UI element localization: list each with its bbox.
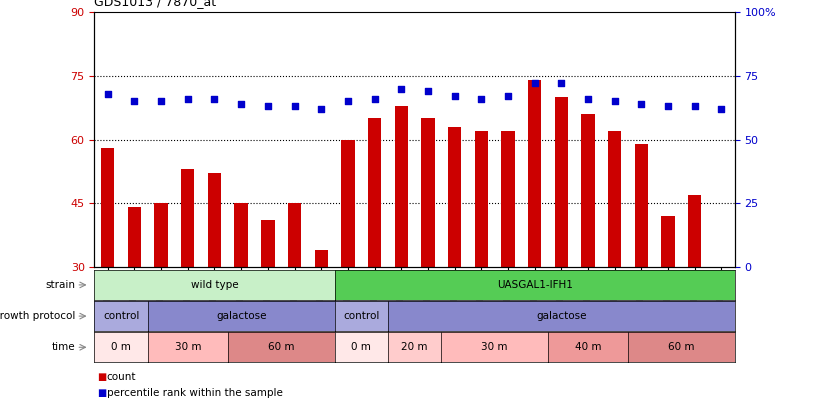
Point — [314, 106, 328, 112]
Text: control: control — [103, 311, 140, 321]
Bar — [342, 140, 355, 267]
Text: wild type: wild type — [190, 280, 238, 290]
Text: 40 m: 40 m — [575, 342, 601, 352]
Text: control: control — [343, 311, 379, 321]
Point — [475, 96, 488, 102]
Point — [368, 96, 381, 102]
Text: 60 m: 60 m — [268, 342, 295, 352]
Point — [662, 103, 675, 110]
Bar — [208, 173, 221, 267]
Point — [154, 98, 167, 104]
Bar — [635, 144, 648, 267]
Bar — [314, 250, 328, 267]
Text: ■: ■ — [97, 372, 106, 382]
Point — [421, 88, 434, 94]
Bar — [101, 148, 114, 267]
Point — [528, 80, 541, 87]
Text: 30 m: 30 m — [175, 342, 201, 352]
Bar — [662, 216, 675, 267]
Point — [101, 90, 114, 97]
Bar — [608, 131, 621, 267]
Point — [261, 103, 274, 110]
Point — [608, 98, 621, 104]
Point — [181, 96, 195, 102]
Text: percentile rank within the sample: percentile rank within the sample — [107, 388, 282, 398]
Text: ■: ■ — [97, 388, 106, 398]
Bar — [528, 80, 541, 267]
Text: galactose: galactose — [536, 311, 587, 321]
Text: 30 m: 30 m — [481, 342, 508, 352]
Text: UASGAL1-IFH1: UASGAL1-IFH1 — [497, 280, 572, 290]
Point — [448, 93, 461, 100]
Point — [288, 103, 301, 110]
Point — [235, 100, 248, 107]
Text: 20 m: 20 m — [401, 342, 428, 352]
Point — [715, 106, 728, 112]
Bar — [448, 127, 461, 267]
Bar — [475, 131, 488, 267]
Bar — [395, 106, 408, 267]
Text: 0 m: 0 m — [351, 342, 371, 352]
Text: GDS1013 / 7870_at: GDS1013 / 7870_at — [94, 0, 217, 8]
Text: time: time — [52, 342, 76, 352]
Point — [555, 80, 568, 87]
Text: growth protocol: growth protocol — [0, 311, 76, 321]
Text: galactose: galactose — [216, 311, 267, 321]
Point — [502, 93, 515, 100]
Text: 60 m: 60 m — [668, 342, 695, 352]
Bar — [502, 131, 515, 267]
Point — [635, 100, 648, 107]
Bar — [555, 97, 568, 267]
Bar — [154, 203, 167, 267]
Point — [581, 96, 594, 102]
Bar — [421, 118, 434, 267]
Point — [342, 98, 355, 104]
Point — [128, 98, 141, 104]
Text: count: count — [107, 372, 136, 382]
Bar — [128, 207, 141, 267]
Point — [688, 103, 701, 110]
Bar — [288, 203, 301, 267]
Text: 0 m: 0 m — [111, 342, 131, 352]
Point — [208, 96, 221, 102]
Point — [395, 85, 408, 92]
Bar — [715, 267, 728, 279]
Bar — [235, 203, 248, 267]
Bar — [581, 114, 594, 267]
Text: strain: strain — [45, 280, 76, 290]
Bar — [181, 169, 195, 267]
Bar — [688, 195, 701, 267]
Bar — [261, 220, 274, 267]
Bar — [368, 118, 381, 267]
